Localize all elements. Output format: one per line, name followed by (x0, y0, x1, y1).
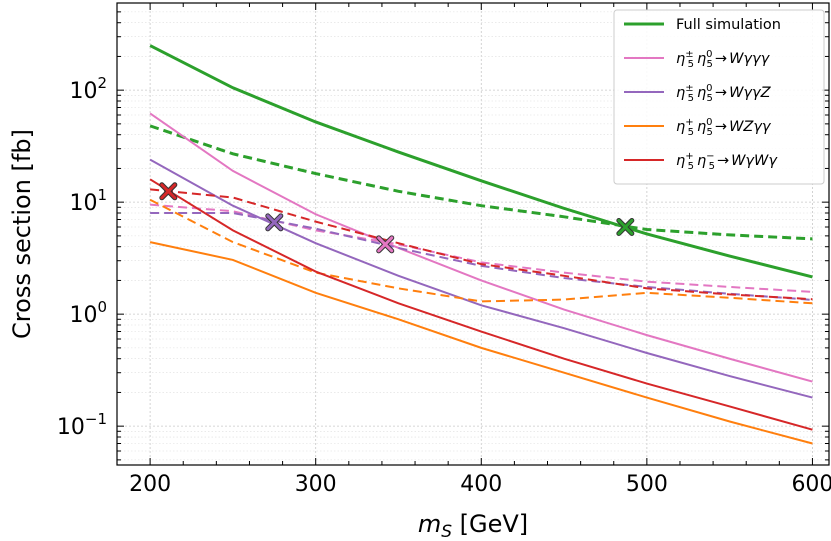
series-layer (149, 44, 813, 445)
crossing-markers (159, 182, 635, 254)
legend-entry: η± 5 η0 5 → WγγZ (676, 83, 772, 104)
x-tick-label: 500 (626, 472, 668, 497)
y-axis-label: Cross section [fb] (8, 129, 36, 339)
series-solid-line (149, 241, 813, 445)
tick-labels: 200 300 400 500 600 10−1 100 101 102 (57, 74, 831, 497)
y-tick-label: 101 (69, 186, 107, 216)
crossing-marker (160, 183, 177, 200)
series-solid-line (149, 112, 813, 383)
x-tick-label: 200 (129, 472, 171, 497)
series-dashed-line (150, 203, 813, 293)
legend: Full simulation η± 5 η0 5 → Wγγγ η± 5 η0 5 → WγγZ η+ 5… (613, 9, 825, 185)
y-tick-label: 102 (69, 74, 107, 104)
legend-entry: η+ 5 η0 5 → WZγγ (676, 117, 772, 138)
tick-layer (117, 2, 829, 465)
series-dashed-line (149, 124, 813, 241)
legend-entry: Full simulation (676, 17, 781, 33)
crossing-marker (617, 219, 634, 236)
x-tick-label: 400 (460, 472, 502, 497)
legend-box (613, 9, 825, 185)
x-tick-label: 300 (295, 472, 337, 497)
legend-entry: η+ 5 η− 5 → WγWγ (676, 151, 778, 172)
series-dashed-line (150, 212, 813, 301)
series-solid-line (149, 178, 813, 431)
plot-frame (116, 2, 830, 466)
crossing-marker (377, 236, 394, 253)
y-tick-label: 10−1 (57, 410, 107, 440)
x-tick-label: 600 (791, 472, 831, 497)
x-axis-label: mS [GeV] (418, 510, 528, 541)
series-solid-line (149, 44, 813, 279)
series-dashed-line (150, 188, 813, 301)
crossing-marker (266, 214, 283, 231)
series-solid-line (149, 158, 813, 399)
legend-entry: η± 5 η0 5 → Wγγγ (676, 49, 771, 70)
y-tick-label: 100 (69, 298, 107, 328)
